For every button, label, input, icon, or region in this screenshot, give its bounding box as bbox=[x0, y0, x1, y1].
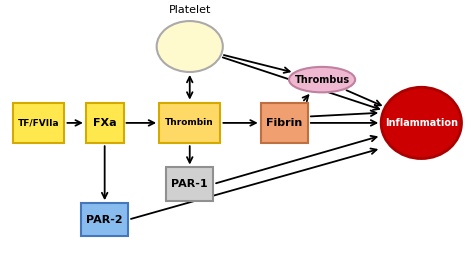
FancyBboxPatch shape bbox=[159, 103, 220, 143]
Text: Fibrin: Fibrin bbox=[266, 118, 302, 128]
Text: FXa: FXa bbox=[93, 118, 117, 128]
FancyBboxPatch shape bbox=[81, 203, 128, 236]
FancyBboxPatch shape bbox=[261, 103, 308, 143]
Text: PAR-2: PAR-2 bbox=[86, 215, 123, 225]
FancyBboxPatch shape bbox=[12, 103, 64, 143]
Text: Inflammation: Inflammation bbox=[385, 118, 458, 128]
Text: Thrombin: Thrombin bbox=[165, 119, 214, 127]
Text: Thrombus: Thrombus bbox=[294, 74, 350, 85]
Text: Platelet: Platelet bbox=[169, 5, 211, 15]
Ellipse shape bbox=[381, 87, 462, 158]
Ellipse shape bbox=[289, 67, 355, 92]
FancyBboxPatch shape bbox=[166, 167, 213, 200]
Text: PAR-1: PAR-1 bbox=[172, 179, 208, 189]
Text: TF/FVIIa: TF/FVIIa bbox=[18, 119, 59, 127]
FancyBboxPatch shape bbox=[86, 103, 124, 143]
Ellipse shape bbox=[156, 21, 223, 72]
